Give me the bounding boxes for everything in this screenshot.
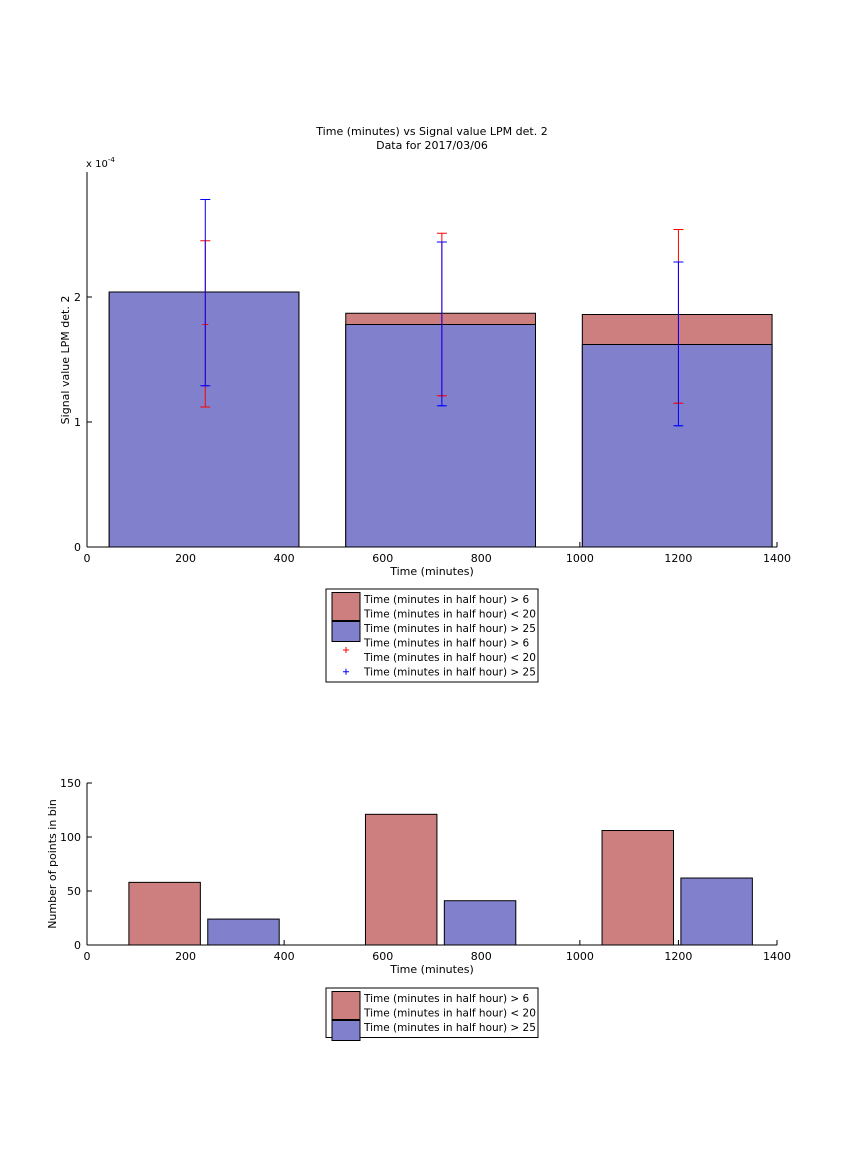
bottom-y-tick-label: 100 bbox=[60, 831, 81, 844]
top-x-tick-label: 800 bbox=[471, 552, 492, 565]
bottom-x-tick-label: 600 bbox=[372, 950, 393, 963]
bottom-x-tick-label: 200 bbox=[175, 950, 196, 963]
bottom-legend: Time (minutes in half hour) > 6 Time (min… bbox=[325, 987, 539, 1041]
top-x-tick-label: 1400 bbox=[763, 552, 791, 565]
bottom-bar-blue bbox=[443, 900, 517, 946]
top-legend-swatch bbox=[331, 592, 361, 621]
bottom-x-tick-label: 1000 bbox=[566, 950, 594, 963]
top-bar-blue bbox=[345, 324, 536, 548]
bottom-x-tick-label: 400 bbox=[274, 950, 295, 963]
top-y-tick-label: 0 bbox=[74, 541, 81, 554]
top-x-tick-label: 0 bbox=[84, 552, 91, 565]
top-x-tick-label: 600 bbox=[372, 552, 393, 565]
bottom-legend-swatch bbox=[331, 1020, 361, 1041]
y-exponent-label: x 10-4 bbox=[86, 156, 115, 170]
bottom-bar-red bbox=[601, 830, 674, 946]
bottom-legend-swatch bbox=[331, 991, 361, 1020]
chart-title: Time (minutes) vs Signal value LPM det. … bbox=[315, 125, 547, 138]
chart-subtitle: Data for 2017/03/06 bbox=[376, 139, 488, 152]
top-y-axis-label: Signal value LPM det. 2 bbox=[59, 296, 72, 425]
top-bar-blue bbox=[581, 344, 773, 548]
bottom-bar-blue bbox=[207, 918, 280, 946]
y-exponent-power: -4 bbox=[108, 156, 116, 164]
top-legend-box bbox=[325, 588, 539, 683]
bottom-x-tick-label: 1200 bbox=[664, 950, 692, 963]
bottom-legend-label: Time (minutes in half hour) > 25 bbox=[363, 1022, 536, 1034]
bottom-y-tick-label: 0 bbox=[74, 939, 81, 952]
bottom-x-tick-label: 800 bbox=[471, 950, 492, 963]
top-legend-label: Time (minutes in half hour) < 20 bbox=[363, 652, 536, 664]
top-x-tick-label: 1000 bbox=[566, 552, 594, 565]
top-legend: Time (minutes in half hour) > 6 Time (min… bbox=[325, 588, 539, 683]
bottom-bar-red bbox=[364, 813, 438, 946]
top-legend-label: Time (minutes in half hour) > 6 bbox=[363, 594, 530, 606]
top-x-tick-label: 400 bbox=[274, 552, 295, 565]
top-plot-area: 0 200 400 600 800 1000 1200 1400 0 1 2 bbox=[74, 172, 791, 565]
y-exponent-base: x 10 bbox=[86, 159, 108, 170]
top-x-tick-label: 1200 bbox=[664, 552, 692, 565]
top-legend-swatch bbox=[331, 621, 361, 642]
top-y-tick-label: 1 bbox=[74, 416, 81, 429]
top-y-tick-label: 2 bbox=[74, 291, 81, 304]
bottom-legend-label: Time (minutes in half hour) < 20 bbox=[363, 1008, 536, 1020]
bottom-x-axis-label: Time (minutes) bbox=[389, 963, 474, 976]
top-legend-label: Time (minutes in half hour) > 25 bbox=[363, 667, 536, 679]
bottom-plot-area: 0 200 400 600 800 1000 1200 1400 0 50 100 150 bbox=[60, 777, 791, 963]
bottom-legend-box bbox=[325, 987, 539, 1038]
top-bar-blue bbox=[108, 291, 300, 548]
bottom-bar-red bbox=[128, 881, 201, 946]
bottom-x-tick-label: 1400 bbox=[763, 950, 791, 963]
top-legend-label: Time (minutes in half hour) > 6 bbox=[363, 638, 530, 650]
bottom-bar-blue bbox=[680, 877, 753, 946]
bottom-y-tick-label: 150 bbox=[60, 777, 81, 790]
bottom-y-tick-label: 50 bbox=[67, 885, 81, 898]
bottom-legend-label: Time (minutes in half hour) > 6 bbox=[363, 993, 530, 1005]
top-x-axis-label: Time (minutes) bbox=[389, 565, 474, 578]
top-legend-label: Time (minutes in half hour) > 25 bbox=[363, 623, 536, 635]
top-x-tick-label: 200 bbox=[175, 552, 196, 565]
top-legend-label: Time (minutes in half hour) < 20 bbox=[363, 609, 536, 621]
bottom-y-axis-label: Number of points in bin bbox=[46, 799, 59, 929]
bottom-x-tick-label: 0 bbox=[84, 950, 91, 963]
